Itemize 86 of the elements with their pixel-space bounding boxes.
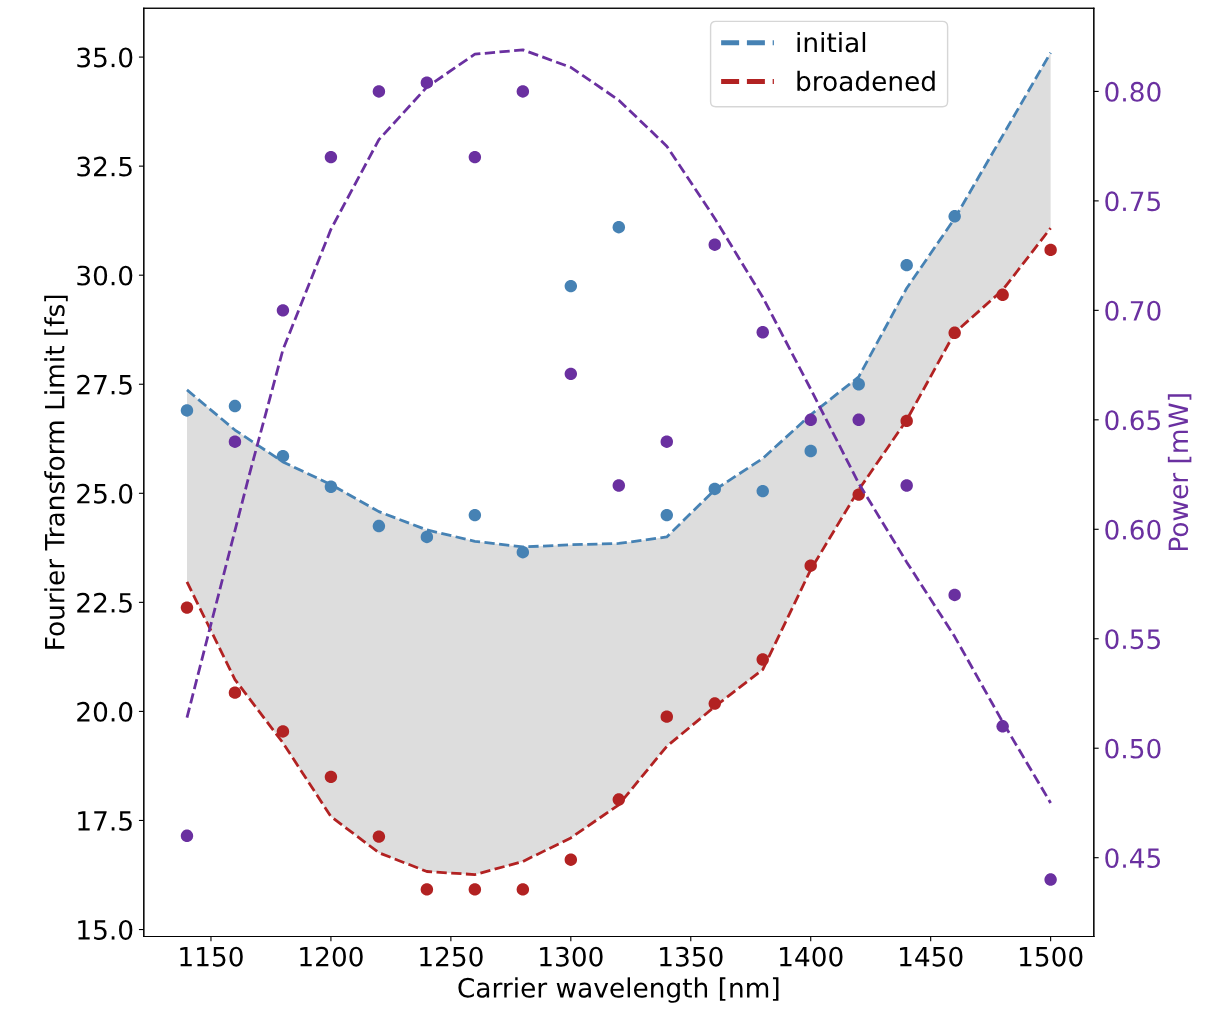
point — [660, 435, 673, 448]
point — [804, 413, 817, 427]
y2-tick-label: 0.60 — [1105, 519, 1161, 540]
legend-label: initial — [797, 31, 866, 53]
point — [516, 85, 530, 98]
point — [852, 488, 865, 501]
y2-axis-title: Power [mW] — [1167, 394, 1192, 551]
point — [612, 221, 626, 234]
point — [180, 404, 194, 417]
y-tick-label: 15.0 — [78, 919, 133, 940]
point — [900, 258, 913, 272]
point — [708, 482, 721, 496]
point — [180, 829, 194, 843]
y-tick-label: 27.5 — [77, 374, 132, 395]
point — [948, 326, 961, 339]
y-axis-title: Fourier Transform Limit [fs] — [44, 295, 68, 649]
point — [228, 435, 242, 448]
x-axis-title: Carrier wavelength [nm] — [458, 977, 779, 1003]
point — [900, 479, 913, 492]
y2-tick-label: 0.45 — [1105, 848, 1160, 869]
x-tick-label: 1450 — [899, 946, 963, 967]
point — [276, 450, 290, 463]
x-tick-label: 1200 — [300, 946, 363, 967]
point — [468, 150, 482, 164]
point — [660, 710, 673, 723]
legend-label: broadened — [797, 70, 935, 92]
y-tick-label: 30.0 — [77, 265, 133, 286]
point — [228, 686, 242, 699]
point — [852, 378, 865, 391]
point — [564, 367, 578, 381]
point — [420, 76, 434, 89]
point — [756, 653, 769, 666]
point — [372, 519, 386, 533]
point — [708, 697, 721, 710]
x-tick-label: 1250 — [420, 946, 483, 967]
point — [516, 545, 530, 559]
x-tick-label: 1400 — [780, 946, 843, 967]
point — [948, 210, 961, 223]
point — [852, 413, 865, 427]
point — [756, 326, 769, 339]
point — [756, 484, 769, 498]
y2-tick-label: 0.50 — [1105, 738, 1161, 759]
point — [1044, 873, 1057, 886]
point — [900, 414, 913, 428]
point — [516, 883, 530, 896]
point — [804, 559, 817, 572]
point — [276, 304, 290, 317]
point — [468, 883, 482, 896]
point — [324, 770, 338, 784]
point — [996, 288, 1009, 302]
x-tick-label: 1350 — [660, 946, 723, 967]
y2-tick-label: 0.65 — [1105, 410, 1160, 431]
point — [612, 479, 626, 492]
y2-tick-label: 0.70 — [1105, 300, 1161, 321]
y2-tick-label: 0.55 — [1105, 629, 1160, 650]
y-tick-label: 22.5 — [77, 592, 132, 613]
point — [324, 480, 338, 493]
y-tick-label: 20.0 — [77, 701, 133, 722]
point — [612, 793, 626, 806]
y-tick-label: 17.5 — [78, 811, 132, 831]
y-tick-label: 25.0 — [77, 483, 133, 504]
point — [804, 444, 817, 458]
point — [660, 508, 673, 522]
x-tick-label: 1500 — [1019, 946, 1083, 967]
point — [180, 601, 194, 614]
point — [564, 279, 578, 293]
point — [420, 883, 434, 896]
point — [372, 85, 386, 98]
point — [228, 399, 242, 413]
point — [564, 853, 578, 866]
x-tick-label: 1300 — [540, 946, 603, 967]
y2-tick-label: 0.75 — [1105, 191, 1160, 212]
point — [996, 720, 1009, 733]
y-tick-label: 32.5 — [77, 156, 132, 177]
point — [324, 150, 338, 164]
point — [372, 830, 386, 843]
point — [468, 508, 482, 522]
point — [276, 725, 290, 738]
point — [1044, 243, 1057, 257]
point — [708, 238, 721, 251]
y2-tick-label: 0.80 — [1105, 81, 1161, 102]
line-series — [185, 226, 1053, 876]
point — [948, 588, 961, 602]
point — [420, 530, 434, 544]
y-tick-label: 35.0 — [77, 47, 133, 68]
x-tick-label: 1150 — [180, 946, 243, 967]
